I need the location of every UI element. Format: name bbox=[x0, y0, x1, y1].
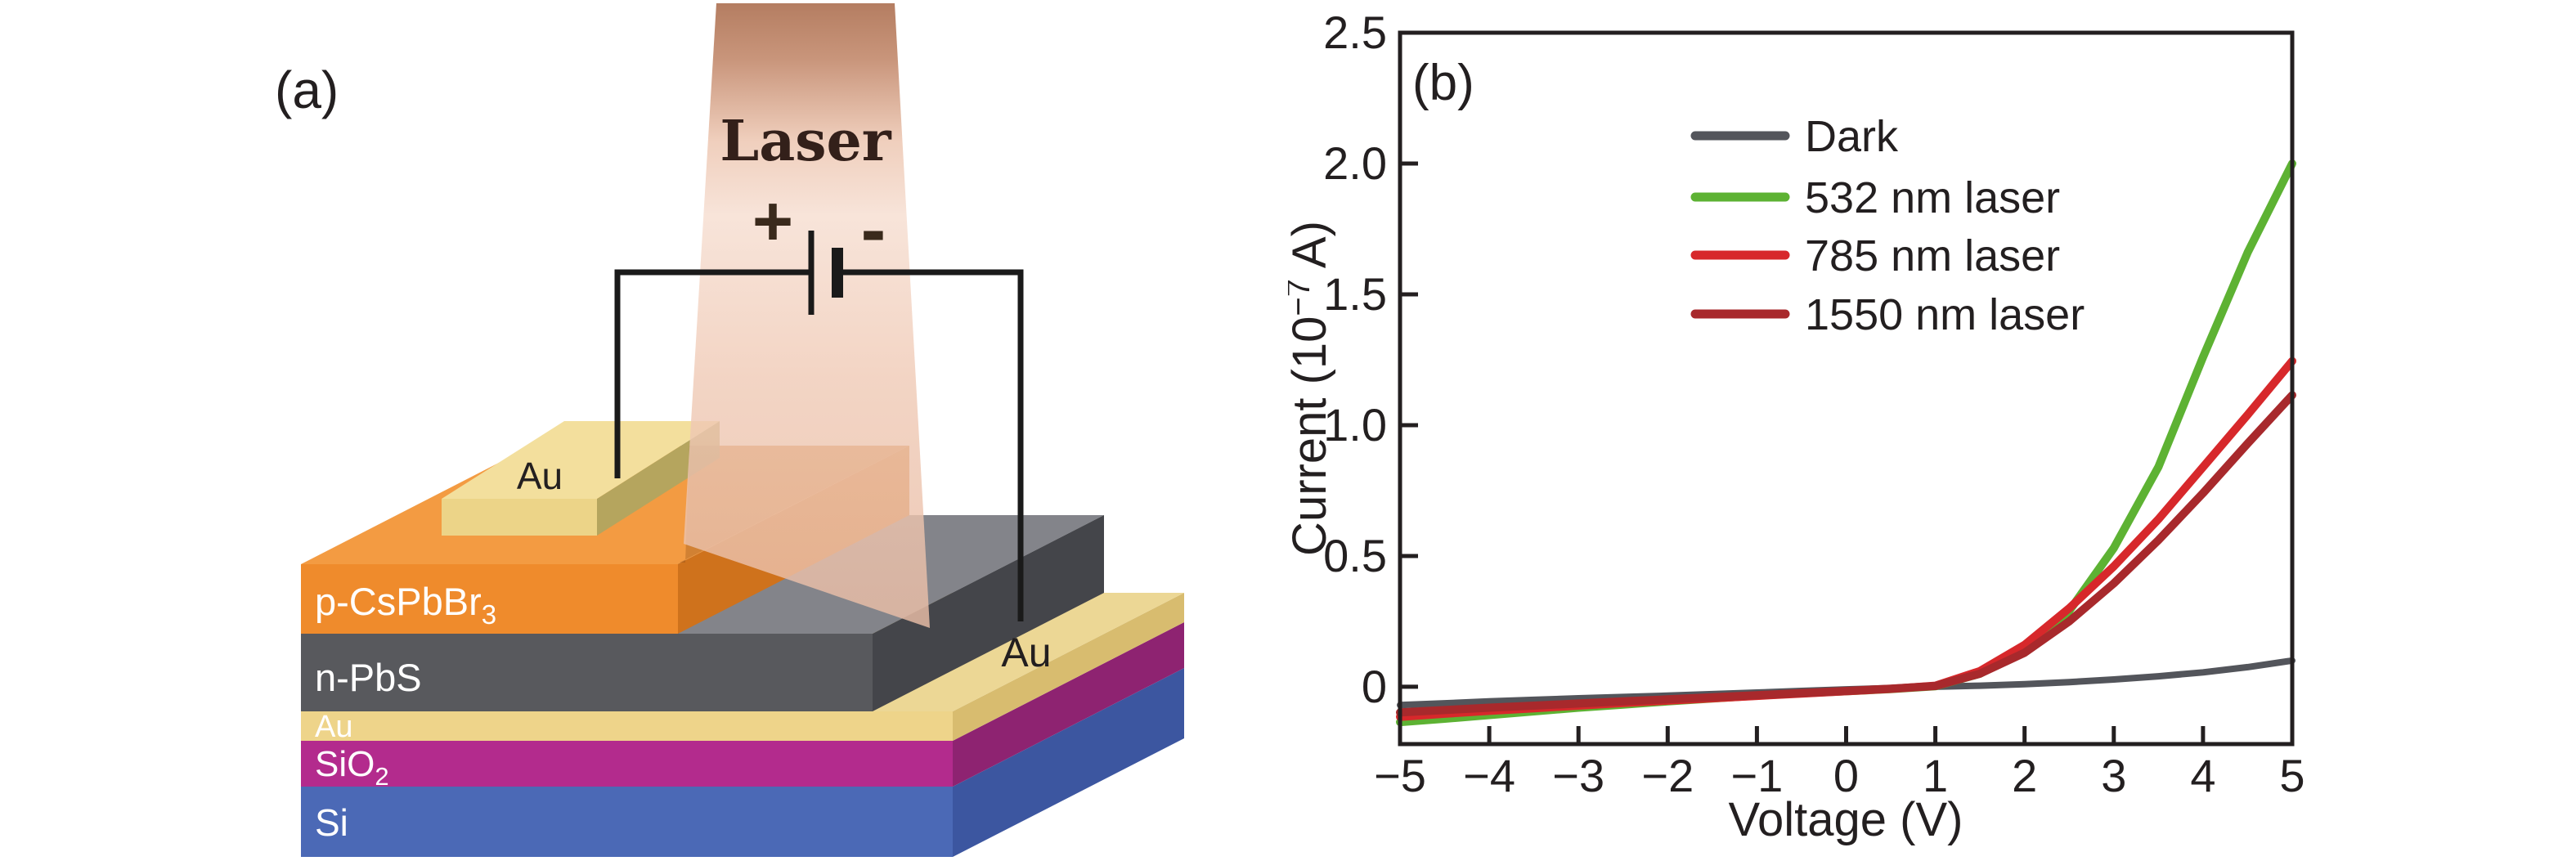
circuit bbox=[614, 231, 1024, 621]
x-tick-label: 0 bbox=[1833, 750, 1859, 801]
au-layer-right-face bbox=[953, 593, 1184, 741]
n-pbs-label: n-PbS bbox=[315, 656, 422, 699]
y-tick-label: 2.0 bbox=[1323, 137, 1387, 189]
curve-1550-nm-laser bbox=[1396, 391, 2296, 717]
legend-label-1550-nm-laser: 1550 nm laser bbox=[1805, 290, 2085, 339]
legend-label-dark: Dark bbox=[1805, 112, 1899, 161]
au-pad-right-face bbox=[597, 421, 720, 536]
au-pad-label: Au bbox=[517, 455, 563, 497]
au-pad-top-face bbox=[442, 421, 720, 499]
si-layer-front-face bbox=[301, 787, 953, 857]
wire-right bbox=[837, 269, 1024, 621]
p-cspbbr3-label: p-CsPbBr3 bbox=[315, 580, 496, 630]
sio2-label: SiO2 bbox=[315, 744, 389, 791]
battery-minus-sign: - bbox=[861, 188, 886, 271]
x-tick-label: −5 bbox=[1374, 750, 1426, 801]
npbs-slab-front-face bbox=[301, 634, 873, 711]
y-tick-label: 1.5 bbox=[1323, 268, 1387, 320]
x-tick-label: 4 bbox=[2190, 750, 2215, 801]
plot-border bbox=[1398, 30, 2295, 747]
laser-beam bbox=[684, 3, 930, 628]
au-right-contact-label: Au bbox=[1001, 630, 1051, 675]
au-pad-front-face bbox=[442, 499, 597, 536]
x-tick-label: −4 bbox=[1463, 750, 1515, 801]
panel-a-label: (a) bbox=[275, 61, 339, 119]
battery-plus-sign: + bbox=[752, 182, 793, 261]
au-layer-front-face bbox=[301, 711, 953, 741]
npbs-slab-right-face bbox=[873, 515, 1104, 711]
y-axis-title: Current (10−7 A) bbox=[1288, 221, 1336, 556]
x-tick-label: 3 bbox=[2101, 750, 2126, 801]
laser-title: Laser bbox=[720, 109, 891, 174]
legend-label-532-nm-laser: 532 nm laser bbox=[1805, 173, 2060, 222]
si-label: Si bbox=[315, 801, 348, 844]
sio2-layer-right-face bbox=[953, 622, 1184, 787]
device-schematic-panel: (a) Laser + - Au Au p-CsPbBr3 n-PbS Au S… bbox=[275, 3, 1184, 857]
y-tick-label: 0.5 bbox=[1323, 530, 1387, 581]
curve-dark bbox=[1397, 657, 2296, 709]
y-tick-label: 0 bbox=[1362, 661, 1387, 712]
x-tick-label: 1 bbox=[1923, 750, 1948, 801]
y-tick-label: 1.0 bbox=[1323, 399, 1387, 451]
y-tick-label: 2.5 bbox=[1323, 7, 1387, 58]
wire-left bbox=[614, 269, 811, 478]
au-layer-label: Au bbox=[315, 710, 352, 744]
legend-label-785-nm-laser: 785 nm laser bbox=[1805, 231, 2060, 280]
si-layer-right-face bbox=[953, 668, 1184, 857]
chart-legend: Dark 532 nm laser 785 nm laser 1550 nm lase… bbox=[1690, 112, 2085, 339]
panel-b-label: (b) bbox=[1412, 55, 1474, 111]
x-tick-label: 5 bbox=[2279, 750, 2304, 801]
x-tick-label: −3 bbox=[1552, 750, 1604, 801]
x-tick-label: 2 bbox=[2012, 750, 2037, 801]
x-tick-label: −2 bbox=[1641, 750, 1694, 801]
chart-layer: −5 −4 −3 −2 −1 0 1 2 3 4 5 0 0.5 1.0 1.5 2.0 2.5 bbox=[1323, 7, 2304, 801]
x-tick-label: −1 bbox=[1730, 750, 1783, 801]
sio2-layer-front-face bbox=[301, 741, 953, 787]
x-axis-title: Voltage (V) bbox=[1729, 793, 1963, 846]
iv-chart-panel: −5 −4 −3 −2 −1 0 1 2 3 4 5 0 0.5 1.0 1.5 2.0 2.5 (b) Vol… bbox=[1288, 7, 2305, 846]
perovskite-slab-front-face bbox=[301, 564, 678, 634]
